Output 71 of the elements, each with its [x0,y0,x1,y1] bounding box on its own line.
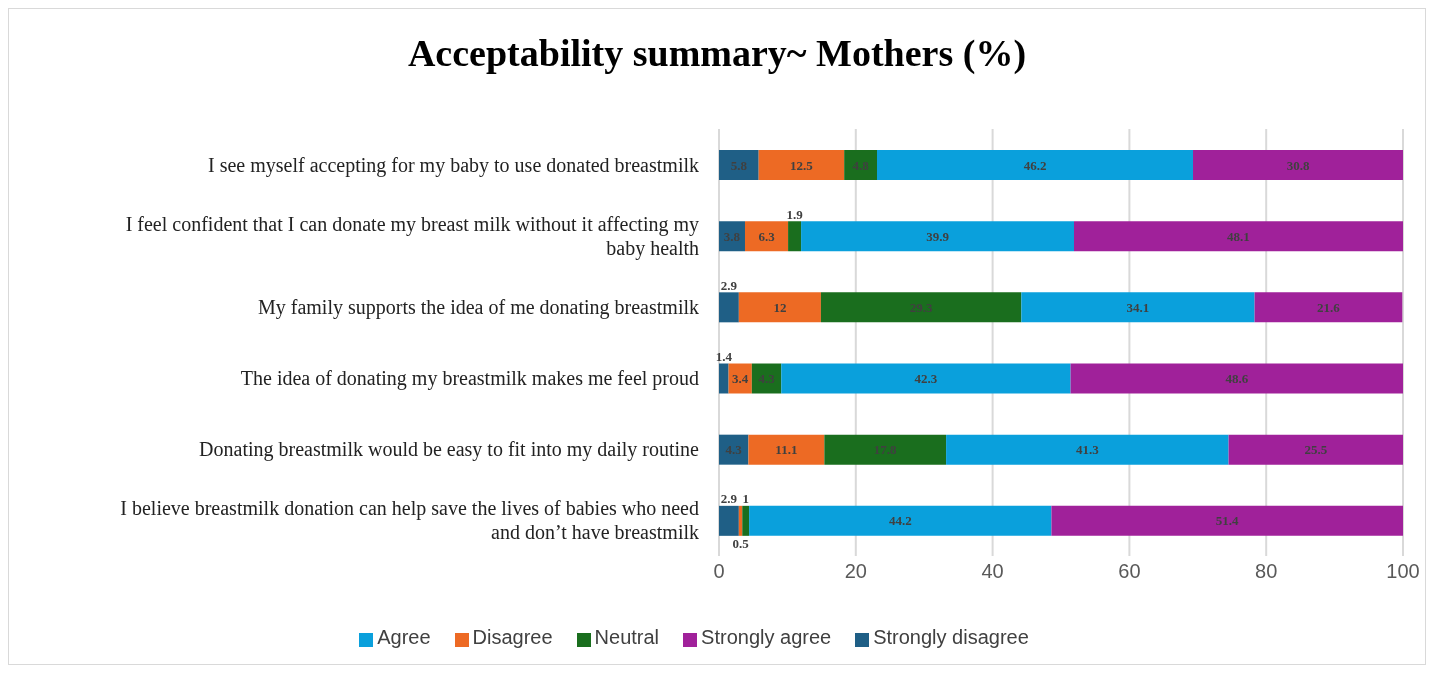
x-tick-label: 20 [844,560,867,583]
legend-label: Strongly disagree [873,626,1029,648]
data-label: 11.1 [775,442,798,458]
y-tick-label: The idea of donating my breastmilk makes me feel proud [240,367,699,391]
y-tick-label: I believe breastmilk donation can help save the lives of babies who need and don’t have breastmilk [120,497,699,544]
x-tick-label: 0 [713,560,725,583]
data-label: 51.4 [1215,513,1240,529]
data-label: 0.5 [732,536,750,552]
bar [844,150,877,180]
bar [1193,150,1403,180]
bar [758,150,845,180]
x-tick-label: 100 [1386,560,1420,583]
data-label: 2.9 [720,491,738,507]
bar [1254,292,1403,323]
x-tick-label: 40 [981,560,1004,583]
data-label: 25.5 [1304,442,1328,458]
data-label: 39.9 [926,228,950,244]
bar [738,292,821,323]
data-label: 5.8 [730,157,748,173]
bar [1228,434,1403,465]
bar [946,434,1229,465]
bar [719,150,759,180]
bar [781,363,1071,394]
data-label: 48.1 [1227,228,1250,244]
data-label: 12 [773,299,787,315]
bar [742,505,750,536]
data-label: 30.8 [1286,157,1310,173]
legend-label: Neutral [594,626,660,648]
data-label: 4.3 [725,442,743,458]
data-label: 3.4 [732,371,749,387]
bar [820,292,1022,323]
chart-title: Acceptability summary~ Mothers (%) [406,31,1028,76]
data-label: 2.9 [720,277,738,293]
data-label: 12.5 [790,157,814,173]
legend-label: Agree [377,626,431,648]
legend-label: Strongly agree [701,626,832,648]
x-tick-label: 80 [1255,560,1278,583]
data-label: 46.2 [1023,157,1047,173]
data-label: 3.8 [723,228,741,244]
bar [1074,221,1403,252]
bar [751,363,782,394]
bar [1070,363,1403,394]
bar [719,363,729,394]
bar [749,505,1052,536]
data-label: 1.9 [786,206,804,222]
bar [824,434,947,465]
bar [788,221,802,252]
data-label: 41.3 [1075,442,1100,458]
bar [744,221,789,252]
y-tick-label: I feel confident that I can donate my breast milk without it affecting my baby health [125,212,699,260]
data-label: 1.4 [715,349,733,365]
data-label: 48.6 [1225,371,1249,387]
data-label: 1 [742,491,749,507]
bar [877,150,1194,180]
bar [719,292,739,323]
bar [719,505,739,536]
bar [1021,292,1255,323]
x-tick-label: 60 [1118,560,1141,583]
legend-label: Disagree [472,626,553,648]
y-tick-label: I see myself accepting for my baby to use donated breastmilk [208,153,699,177]
data-label: 42.3 [914,371,938,387]
bar [1051,505,1403,536]
data-label: 34.1 [1126,299,1150,315]
y-tick-label: My family supports the idea of me donating breastmilk [257,295,699,319]
bar [748,434,825,465]
bar [801,221,1074,252]
data-label: 6.3 [758,228,776,244]
y-tick-label: Donating breastmilk would be easy to fit into my daily routine [199,438,700,462]
bar [719,434,749,465]
data-label: 44.2 [888,513,912,529]
data-label: 21.6 [1317,299,1341,315]
